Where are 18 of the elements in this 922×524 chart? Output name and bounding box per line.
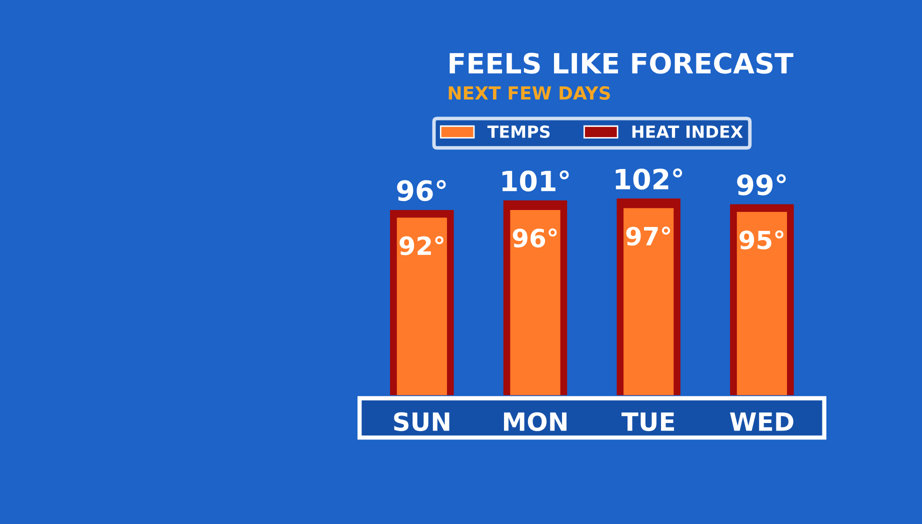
x-tick-label: TUE [622,412,674,432]
x-tick-label: MON [504,412,566,432]
x-tick-label: WED [730,412,794,431]
chart-title: FEELS LIKE FORECAST [450,52,794,74]
chart-subtitle: NEXT FEW DAYS [448,86,610,100]
data-label: 102° [616,168,682,190]
data-label: 92° [400,236,444,256]
data-label: 95° [740,230,784,250]
legend-label: HEAT INDEX [632,126,743,138]
data-label: 101° [502,170,569,192]
data-label: 99° [737,174,786,196]
legend-label: TEMPS [487,125,550,138]
data-label: 97° [626,226,670,246]
bar [624,208,674,396]
data-label: 96° [397,180,446,202]
x-tick-label: SUN [394,412,450,432]
data-label: 96° [512,228,557,248]
bar [510,210,560,396]
